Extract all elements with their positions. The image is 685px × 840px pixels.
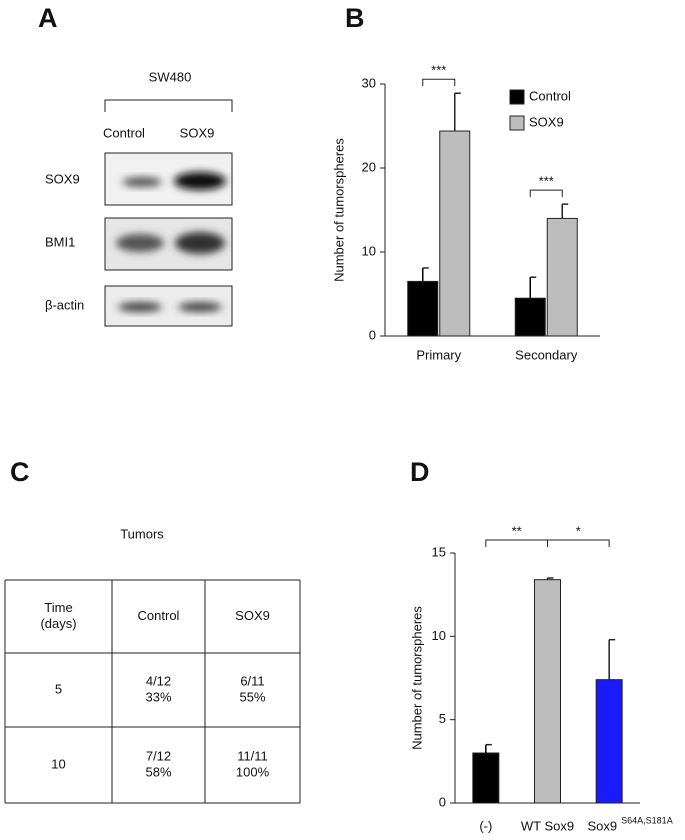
significance-label: *** bbox=[431, 63, 446, 78]
table-cell: Control bbox=[138, 608, 180, 623]
legend-swatch bbox=[509, 115, 525, 131]
table-cell: 6/11 bbox=[240, 673, 264, 688]
blot-row-label: BMI1 bbox=[45, 234, 75, 249]
table-cell: (days) bbox=[40, 616, 76, 631]
panel-label: C bbox=[10, 457, 30, 487]
x-tick-label: (-) bbox=[479, 818, 492, 833]
x-tick-label: Primary bbox=[416, 347, 461, 362]
table-cell: 11/11 bbox=[237, 748, 268, 763]
significance-bracket bbox=[529, 189, 563, 198]
panel-label: B bbox=[345, 3, 365, 33]
y-tick-label: 0 bbox=[369, 327, 376, 342]
table-cell: 55% bbox=[239, 689, 265, 704]
significance-label: *** bbox=[539, 174, 554, 189]
blot-image bbox=[104, 152, 233, 327]
y-tick-label: 10 bbox=[432, 628, 446, 643]
significance-label: ** bbox=[512, 523, 522, 538]
table-cell: SOX9 bbox=[235, 608, 270, 623]
x-tick-label: WT Sox9 bbox=[521, 818, 574, 833]
blot-row-label: SOX9 bbox=[45, 171, 80, 186]
cell-line: SW480 bbox=[149, 69, 192, 84]
bar bbox=[407, 280, 439, 337]
table-cell: Time bbox=[44, 600, 72, 615]
bar bbox=[534, 579, 561, 804]
y-tick-label: 15 bbox=[432, 544, 446, 559]
table-cell: 10 bbox=[51, 756, 65, 771]
table-cell: 4/12 bbox=[146, 673, 171, 688]
lane-label: SOX9 bbox=[180, 125, 215, 140]
bar bbox=[595, 679, 623, 804]
x-tick-superscript: S64A,S181A bbox=[621, 815, 673, 825]
bar bbox=[514, 297, 546, 337]
significance-label: * bbox=[576, 523, 581, 538]
table-cell: 7/12 bbox=[146, 748, 171, 763]
y-tick-label: 10 bbox=[362, 243, 376, 258]
blot-row-label: β-actin bbox=[45, 297, 84, 312]
error-bar bbox=[454, 92, 461, 132]
x-tick-label: Sox9 bbox=[588, 818, 618, 833]
legend-label: SOX9 bbox=[529, 114, 564, 129]
table-cell: 5 bbox=[55, 681, 62, 696]
legend-swatch bbox=[509, 89, 525, 105]
y-tick-label: 20 bbox=[362, 159, 376, 174]
bar bbox=[472, 752, 500, 804]
table-title: Tumors bbox=[120, 526, 164, 541]
lane-label: Control bbox=[103, 125, 145, 140]
table-cell: 58% bbox=[145, 764, 171, 779]
table-cell: 33% bbox=[145, 689, 171, 704]
panel-label: A bbox=[38, 3, 58, 33]
significance-bracket bbox=[547, 539, 610, 547]
error-bar bbox=[529, 276, 537, 299]
error-bar bbox=[608, 638, 616, 680]
significance-bracket bbox=[485, 539, 548, 547]
table-cell: 100% bbox=[236, 764, 270, 779]
y-tick-label: 0 bbox=[439, 794, 446, 809]
error-bar bbox=[546, 577, 554, 580]
y-tick-label: 30 bbox=[362, 75, 376, 90]
significance-bracket bbox=[422, 78, 456, 87]
panel-label: D bbox=[410, 457, 430, 487]
bar bbox=[439, 130, 471, 337]
y-axis-label: Number of tumorspheres bbox=[331, 138, 346, 282]
bar bbox=[546, 217, 578, 337]
error-bar bbox=[561, 203, 569, 219]
bracket bbox=[104, 99, 233, 112]
x-tick-label: Secondary bbox=[515, 347, 578, 362]
error-bar bbox=[422, 267, 429, 282]
legend-label: Control bbox=[529, 88, 571, 103]
y-axis-label: Number of tumorspheres bbox=[409, 606, 424, 750]
error-bar bbox=[485, 743, 492, 753]
y-tick-label: 5 bbox=[439, 711, 446, 726]
